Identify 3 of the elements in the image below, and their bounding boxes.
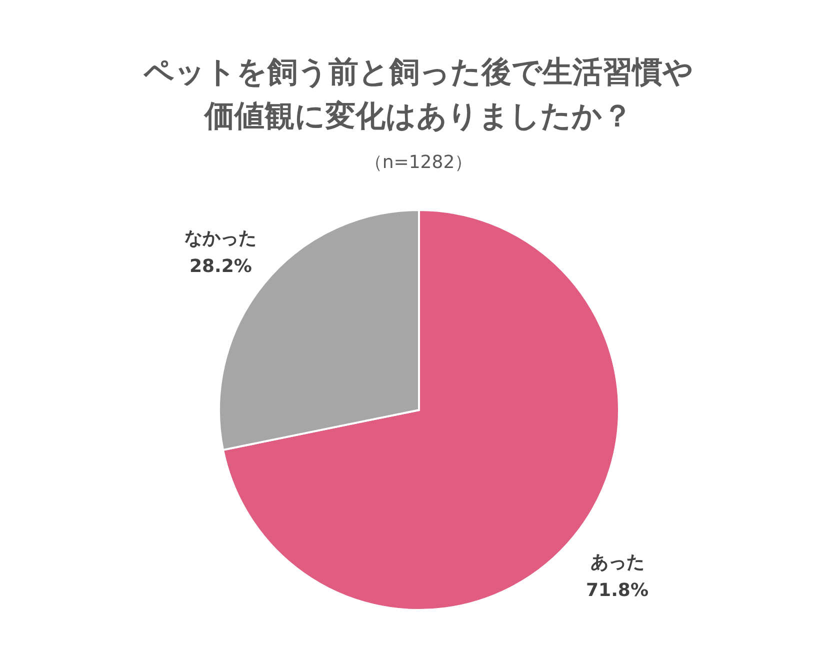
title: ペットを飼う前と飼った後で生活習慣や [144,55,694,90]
subtitle: （n=1282） [364,152,473,173]
title: 価値観に変化はありましたか？ [204,99,632,134]
